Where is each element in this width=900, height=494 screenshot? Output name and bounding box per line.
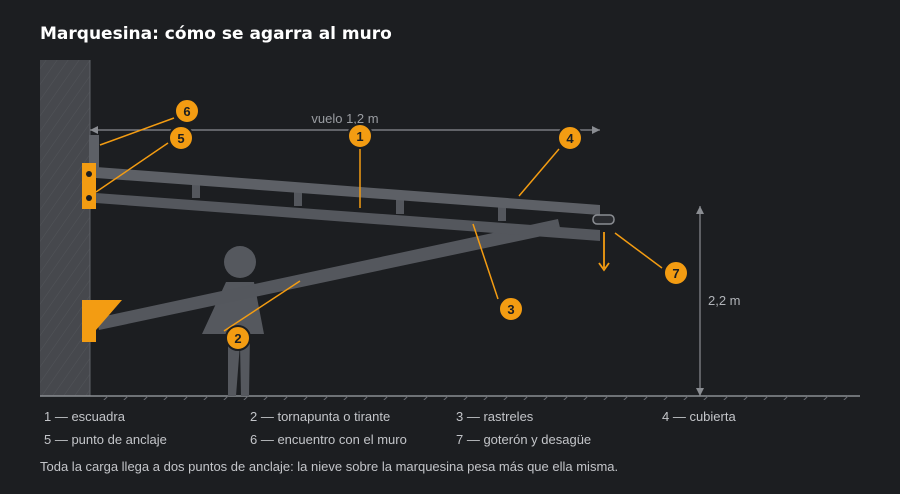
wall [40, 60, 91, 396]
legend: 1 — escuadra 2 — tornapunta o tirante 3 … [44, 409, 864, 455]
svg-text:5: 5 [177, 131, 184, 146]
legend-item: 2 — tornapunta o tirante [250, 409, 391, 424]
svg-text:7: 7 [672, 266, 679, 281]
callout-2: 2 [225, 325, 251, 351]
strut-bracket [82, 300, 122, 342]
anchor-plate [82, 163, 96, 209]
legend-item: 6 — encuentro con el muro [250, 432, 407, 447]
callout-6: 6 [174, 98, 200, 124]
legend-row: 1 — escuadra 2 — tornapunta o tirante 3 … [44, 409, 864, 432]
marquesina-diagram: vuelo 1,2 m 2,2 m 1 2 3 4 5 6 [40, 60, 860, 400]
footnote: Toda la carga llega a dos puntos de ancl… [40, 459, 619, 474]
svg-text:4: 4 [566, 131, 574, 146]
svg-text:2: 2 [234, 331, 241, 346]
legend-item: 4 — cubierta [662, 409, 736, 424]
legend-item: 1 — escuadra [44, 409, 125, 424]
callout-1: 1 [347, 123, 373, 149]
strut-tornapunta [96, 219, 561, 330]
wall-flashing [89, 135, 99, 169]
drip-arrow [598, 232, 610, 272]
height-label: 2,2 m [708, 293, 741, 308]
span-label: vuelo 1,2 m [311, 111, 378, 126]
callout-7: 7 [663, 260, 689, 286]
ground-line [40, 395, 860, 400]
svg-text:6: 6 [183, 104, 190, 119]
span-dimension: vuelo 1,2 m [90, 111, 600, 134]
callout-4: 4 [557, 125, 583, 151]
gutter-goteron [592, 214, 615, 225]
callout-5: 5 [168, 125, 194, 151]
leader-lines [95, 117, 663, 332]
svg-text:3: 3 [507, 302, 514, 317]
roof-cubierta [96, 167, 600, 215]
legend-row: 5 — punto de anclaje 6 — encuentro con e… [44, 432, 864, 455]
svg-text:1: 1 [356, 129, 363, 144]
height-dimension: 2,2 m [696, 206, 741, 396]
person-silhouette [202, 246, 264, 396]
legend-item: 5 — punto de anclaje [44, 432, 167, 447]
diagram-title: Marquesina: cómo se agarra al muro [40, 24, 392, 44]
callout-3: 3 [498, 296, 524, 322]
legend-item: 7 — goterón y desagüe [456, 432, 592, 447]
legend-item: 3 — rastreles [456, 409, 534, 424]
